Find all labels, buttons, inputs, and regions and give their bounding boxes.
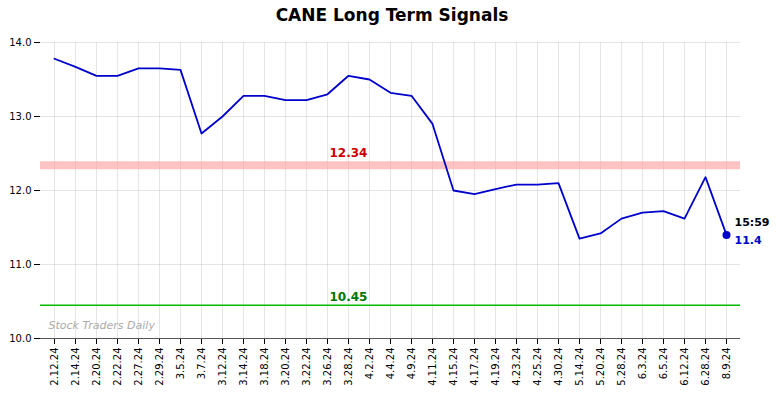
html-text:CANE Long Term Signals: CANE Long Term Signals <box>275 5 509 25</box>
svg-text:2.20.24: 2.20.24 <box>91 348 102 386</box>
svg-text:5.20.24: 5.20.24 <box>595 348 606 386</box>
svg-text:4.19.24: 4.19.24 <box>490 348 501 386</box>
svg-text:4.11.24: 4.11.24 <box>427 348 438 386</box>
svg-text:12.34: 12.34 <box>330 146 368 160</box>
svg-text:3.14.24: 3.14.24 <box>238 348 249 386</box>
svg-text:15:59: 15:59 <box>735 216 770 229</box>
svg-text:11.0: 11.0 <box>9 259 31 270</box>
svg-text:2.22.24: 2.22.24 <box>112 348 123 386</box>
svg-text:3.20.24: 3.20.24 <box>280 348 291 386</box>
svg-text:3.12.24: 3.12.24 <box>217 348 228 386</box>
svg-text:6.3.24: 6.3.24 <box>637 348 648 380</box>
svg-text:4.25.24: 4.25.24 <box>532 348 543 386</box>
svg-text:14.0: 14.0 <box>9 37 31 48</box>
svg-text:4.9.24: 4.9.24 <box>406 348 417 380</box>
svg-text:6.28.24: 6.28.24 <box>700 348 711 386</box>
svg-text:5.14.24: 5.14.24 <box>574 348 585 386</box>
svg-text:4.15.24: 4.15.24 <box>448 348 459 386</box>
svg-text:4.4.24: 4.4.24 <box>385 348 396 380</box>
svg-text:4.23.24: 4.23.24 <box>511 348 522 386</box>
svg-text:11.4: 11.4 <box>735 234 762 247</box>
svg-text:3.26.24: 3.26.24 <box>322 348 333 386</box>
svg-text:5.28.24: 5.28.24 <box>616 348 627 386</box>
svg-text:3.22.24: 3.22.24 <box>301 348 312 386</box>
svg-text:2.27.24: 2.27.24 <box>133 348 144 386</box>
svg-text:3.28.24: 3.28.24 <box>343 348 354 386</box>
svg-text:3.18.24: 3.18.24 <box>259 348 270 386</box>
svg-text:3.5.24: 3.5.24 <box>175 348 186 380</box>
svg-text:3.7.24: 3.7.24 <box>196 348 207 380</box>
svg-text:10.45: 10.45 <box>330 290 368 304</box>
svg-text:13.0: 13.0 <box>9 111 31 122</box>
svg-text:12.0: 12.0 <box>9 185 31 196</box>
svg-text:2.12.24: 2.12.24 <box>49 348 60 386</box>
svg-text:8.9.24: 8.9.24 <box>721 348 732 380</box>
svg-text:4.17.24: 4.17.24 <box>469 348 480 386</box>
svg-text:4.2.24: 4.2.24 <box>364 348 375 380</box>
svg-text:Stock Traders Daily: Stock Traders Daily <box>49 319 156 332</box>
svg-text:2.29.24: 2.29.24 <box>154 348 165 386</box>
svg-text:10.0: 10.0 <box>9 333 31 344</box>
svg-text:6.12.24: 6.12.24 <box>679 348 690 386</box>
svg-text:4.30.24: 4.30.24 <box>553 348 564 386</box>
svg-text:6.5.24: 6.5.24 <box>658 348 669 380</box>
svg-text:2.14.24: 2.14.24 <box>70 348 81 386</box>
